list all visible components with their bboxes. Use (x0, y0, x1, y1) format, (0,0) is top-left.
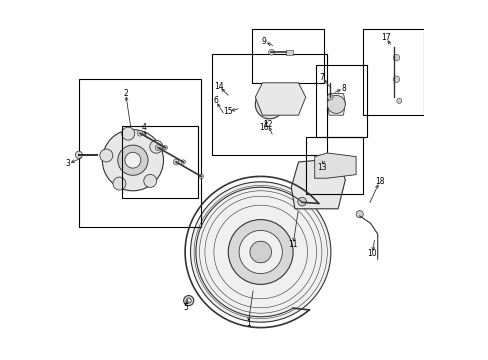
Polygon shape (291, 158, 345, 209)
Circle shape (125, 152, 141, 168)
Text: 7: 7 (319, 73, 324, 82)
Text: 18: 18 (374, 177, 384, 186)
Text: 14: 14 (214, 82, 224, 91)
Circle shape (326, 94, 332, 100)
Text: 6: 6 (213, 96, 218, 105)
Circle shape (113, 177, 125, 190)
Circle shape (181, 160, 185, 164)
Circle shape (118, 145, 148, 175)
Circle shape (392, 54, 399, 61)
Text: 15: 15 (223, 107, 233, 116)
Circle shape (392, 76, 399, 82)
Text: 4: 4 (141, 123, 146, 132)
Circle shape (183, 296, 193, 306)
Circle shape (173, 159, 179, 165)
Circle shape (75, 151, 82, 158)
Text: 1: 1 (245, 320, 250, 328)
Text: 16: 16 (259, 123, 268, 132)
Circle shape (102, 130, 163, 191)
Circle shape (163, 145, 167, 150)
Circle shape (239, 230, 282, 274)
Circle shape (190, 182, 330, 322)
Text: 3: 3 (65, 159, 70, 168)
Circle shape (149, 140, 163, 153)
Bar (122, 126, 197, 198)
Circle shape (396, 98, 401, 103)
Circle shape (100, 149, 113, 162)
Text: 17: 17 (380, 33, 390, 42)
Circle shape (326, 95, 345, 113)
Polygon shape (314, 153, 355, 178)
Circle shape (199, 174, 203, 179)
Text: 10: 10 (367, 249, 376, 258)
Bar (363, 29, 424, 115)
Text: 13: 13 (316, 163, 326, 172)
Polygon shape (326, 94, 345, 115)
Bar (316, 65, 366, 137)
Circle shape (137, 130, 142, 136)
Circle shape (122, 127, 134, 140)
Text: 9: 9 (262, 37, 266, 46)
Text: 12: 12 (263, 120, 272, 129)
Circle shape (255, 90, 284, 119)
Text: 5: 5 (183, 303, 188, 312)
Polygon shape (285, 50, 292, 55)
Bar (212, 54, 326, 155)
Circle shape (249, 241, 271, 263)
Circle shape (155, 145, 161, 150)
Circle shape (297, 197, 306, 206)
Circle shape (186, 298, 191, 303)
Bar (79, 79, 201, 227)
Bar (305, 137, 363, 194)
Text: 11: 11 (288, 240, 297, 249)
Text: 2: 2 (123, 89, 128, 98)
Polygon shape (255, 83, 305, 115)
Circle shape (268, 49, 274, 55)
Text: 8: 8 (341, 84, 345, 93)
Circle shape (260, 95, 278, 113)
Bar (251, 29, 323, 83)
Circle shape (355, 211, 363, 218)
Circle shape (228, 220, 292, 284)
Circle shape (143, 174, 157, 187)
